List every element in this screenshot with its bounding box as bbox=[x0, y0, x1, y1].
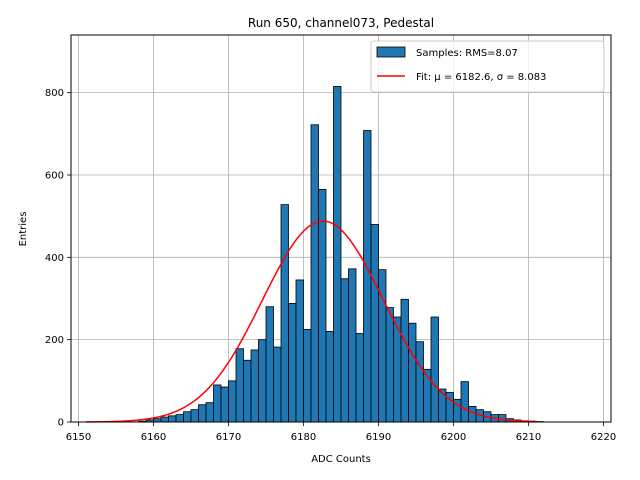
histogram-bar bbox=[400, 298, 409, 423]
x-tick-label: 6170 bbox=[216, 432, 241, 443]
histogram-bar bbox=[438, 388, 447, 423]
histogram-bar bbox=[355, 333, 364, 423]
histogram-bar bbox=[228, 380, 237, 423]
legend: Samples: RMS=8.07 Fit: μ = 6182.6, σ = 8… bbox=[370, 40, 605, 93]
histogram-bar bbox=[213, 384, 222, 423]
histogram-bar bbox=[468, 405, 477, 423]
histogram-bar bbox=[190, 409, 199, 423]
fit-curve-layer bbox=[85, 220, 537, 423]
histogram-bar bbox=[303, 328, 312, 423]
histogram-bar bbox=[258, 339, 267, 423]
histogram-bar bbox=[318, 188, 327, 423]
y-tick-label: 200 bbox=[45, 335, 64, 346]
y-tick-label: 400 bbox=[45, 253, 64, 264]
histogram-bar bbox=[430, 316, 439, 423]
x-tick-label: 6220 bbox=[591, 432, 616, 443]
histogram-bar bbox=[295, 279, 304, 423]
histogram-bar bbox=[205, 402, 214, 423]
legend-histogram-label: Samples: RMS=8.07 bbox=[416, 48, 518, 59]
histogram-bar bbox=[288, 303, 297, 423]
axes-frame bbox=[70, 34, 612, 423]
histogram-bar bbox=[183, 411, 192, 423]
histogram-bar bbox=[370, 223, 379, 423]
y-tick-label: 800 bbox=[45, 88, 64, 99]
histogram-bar bbox=[265, 306, 274, 423]
histogram-bar bbox=[175, 414, 184, 423]
histogram-bar bbox=[235, 348, 244, 423]
histogram-bar bbox=[243, 359, 252, 423]
legend-histogram-swatch bbox=[376, 46, 406, 58]
y-axis-label: Entries bbox=[18, 212, 29, 247]
y-tick-label: 0 bbox=[58, 418, 64, 429]
histogram-bar bbox=[363, 130, 372, 423]
y-axis-ticks: 0 200 400 600 800 bbox=[45, 88, 71, 429]
histogram-bar bbox=[460, 381, 469, 423]
histogram-bars bbox=[138, 86, 544, 423]
x-axis-ticks: 6150 6160 6170 6180 6190 6200 6210 6220 bbox=[66, 422, 616, 443]
histogram-bar bbox=[220, 386, 229, 423]
x-tick-label: 6150 bbox=[66, 432, 91, 443]
histogram-bar bbox=[310, 124, 319, 423]
histogram-bar bbox=[385, 307, 394, 423]
legend-fit-label: Fit: μ = 6182.6, σ = 8.083 bbox=[416, 72, 546, 83]
x-tick-label: 6190 bbox=[366, 432, 391, 443]
histogram-bar bbox=[325, 331, 334, 423]
legend-box bbox=[370, 40, 605, 93]
histogram-bar bbox=[198, 404, 207, 423]
x-axis-label: ADC Counts bbox=[311, 454, 371, 465]
x-tick-label: 6210 bbox=[516, 432, 541, 443]
y-tick-label: 600 bbox=[45, 170, 64, 181]
x-tick-label: 6160 bbox=[141, 432, 166, 443]
histogram-bar bbox=[348, 268, 357, 423]
x-tick-label: 6180 bbox=[291, 432, 316, 443]
x-tick-label: 6200 bbox=[441, 432, 466, 443]
histogram-bar bbox=[160, 416, 169, 423]
gaussian-fit-curve bbox=[85, 220, 537, 423]
histogram-bar bbox=[333, 86, 342, 423]
histogram-bar bbox=[415, 341, 424, 423]
histogram-bar bbox=[168, 415, 177, 423]
histogram-bar bbox=[498, 414, 507, 423]
histogram-bar bbox=[340, 278, 349, 423]
histogram-bar bbox=[250, 349, 259, 423]
histogram-bar bbox=[408, 322, 417, 423]
histogram-bar bbox=[280, 204, 289, 423]
histogram-bar bbox=[273, 346, 282, 423]
chart-title: Run 650, channel073, Pedestal bbox=[248, 16, 434, 30]
